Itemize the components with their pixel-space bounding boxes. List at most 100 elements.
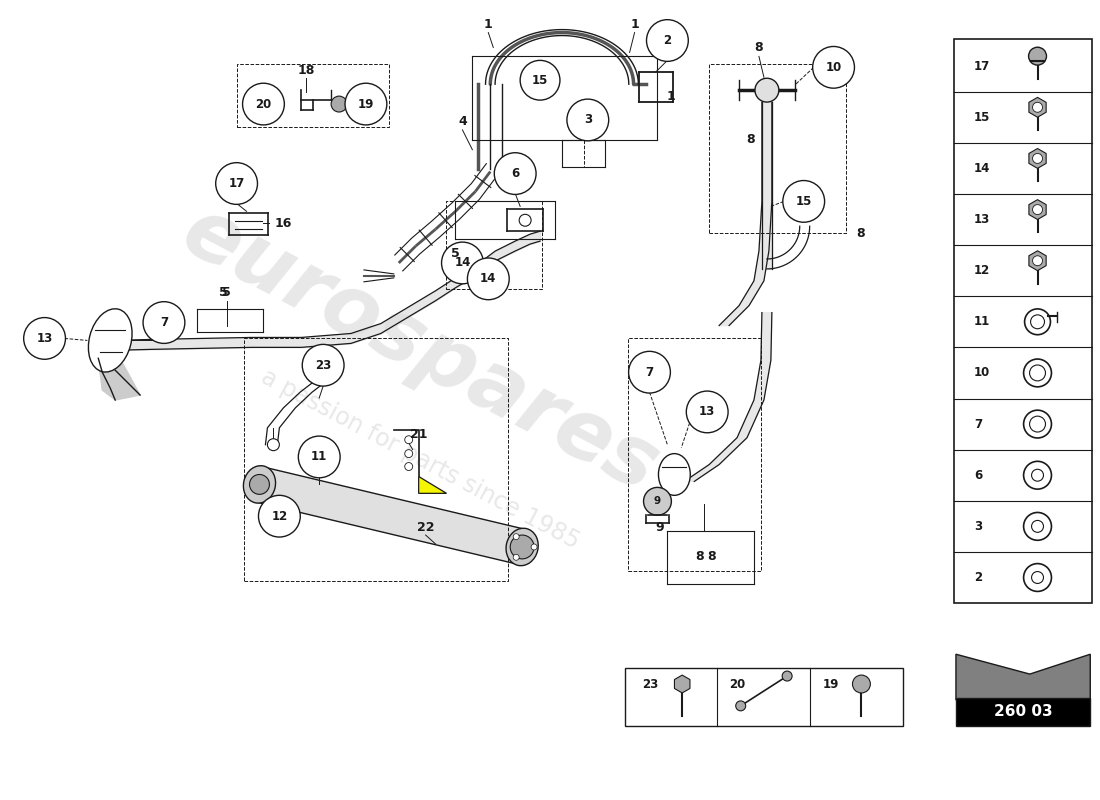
Text: 10: 10 bbox=[974, 366, 990, 379]
Text: 1: 1 bbox=[484, 18, 493, 31]
Polygon shape bbox=[674, 675, 690, 693]
Circle shape bbox=[441, 242, 483, 284]
Circle shape bbox=[494, 153, 536, 194]
Circle shape bbox=[143, 302, 185, 343]
Circle shape bbox=[736, 701, 746, 711]
Circle shape bbox=[298, 436, 340, 478]
Text: 1: 1 bbox=[630, 18, 639, 31]
Text: 22: 22 bbox=[417, 521, 434, 534]
Circle shape bbox=[243, 83, 284, 125]
Circle shape bbox=[1033, 102, 1043, 112]
Text: 13: 13 bbox=[974, 213, 990, 226]
Text: 12: 12 bbox=[272, 510, 287, 522]
Circle shape bbox=[258, 495, 300, 537]
Circle shape bbox=[519, 214, 531, 226]
Text: 19: 19 bbox=[358, 98, 374, 110]
Text: 13: 13 bbox=[36, 332, 53, 345]
Circle shape bbox=[520, 60, 560, 100]
Text: 6: 6 bbox=[512, 167, 519, 180]
Circle shape bbox=[514, 554, 519, 560]
Text: 9: 9 bbox=[656, 521, 663, 534]
Circle shape bbox=[647, 20, 689, 62]
Circle shape bbox=[1024, 410, 1052, 438]
Text: eurospares: eurospares bbox=[169, 191, 672, 510]
Circle shape bbox=[531, 544, 537, 550]
Circle shape bbox=[24, 318, 66, 359]
Text: 5: 5 bbox=[222, 286, 231, 299]
Circle shape bbox=[566, 99, 608, 141]
Circle shape bbox=[644, 487, 671, 515]
Text: 20: 20 bbox=[729, 678, 746, 691]
FancyBboxPatch shape bbox=[625, 668, 903, 726]
Text: 5: 5 bbox=[219, 286, 228, 299]
Text: 5: 5 bbox=[451, 246, 460, 259]
Text: 15: 15 bbox=[795, 195, 812, 208]
Text: 8: 8 bbox=[755, 41, 763, 54]
Circle shape bbox=[250, 474, 270, 494]
Text: 7: 7 bbox=[974, 418, 982, 430]
Polygon shape bbox=[419, 477, 447, 494]
Text: 17: 17 bbox=[229, 177, 244, 190]
Circle shape bbox=[1024, 309, 1050, 334]
Polygon shape bbox=[956, 654, 1090, 700]
Text: 7: 7 bbox=[646, 366, 653, 378]
Text: 20: 20 bbox=[255, 98, 272, 110]
Text: 18: 18 bbox=[297, 64, 315, 77]
Text: 15: 15 bbox=[532, 74, 548, 86]
Circle shape bbox=[405, 450, 412, 458]
Circle shape bbox=[510, 535, 535, 559]
Circle shape bbox=[1024, 359, 1052, 387]
Text: 23: 23 bbox=[315, 358, 331, 372]
Text: 6: 6 bbox=[974, 469, 982, 482]
Circle shape bbox=[1024, 564, 1052, 591]
Circle shape bbox=[468, 258, 509, 300]
Polygon shape bbox=[1028, 149, 1046, 168]
Text: 7: 7 bbox=[160, 316, 168, 329]
Text: 9: 9 bbox=[653, 496, 661, 506]
Text: 16: 16 bbox=[275, 217, 292, 230]
Text: 8: 8 bbox=[856, 226, 865, 240]
Text: 19: 19 bbox=[823, 678, 838, 691]
Text: 8: 8 bbox=[695, 550, 704, 563]
Text: 3: 3 bbox=[584, 114, 592, 126]
Circle shape bbox=[1030, 416, 1045, 432]
Circle shape bbox=[1033, 256, 1043, 266]
Circle shape bbox=[628, 351, 670, 393]
Polygon shape bbox=[1028, 98, 1046, 118]
Circle shape bbox=[267, 438, 279, 450]
Text: 8: 8 bbox=[707, 550, 715, 563]
Text: 260 03: 260 03 bbox=[993, 704, 1053, 719]
Text: 17: 17 bbox=[974, 59, 990, 73]
Circle shape bbox=[783, 181, 825, 222]
Circle shape bbox=[1030, 365, 1045, 381]
Circle shape bbox=[302, 344, 344, 386]
Circle shape bbox=[1033, 205, 1043, 214]
Circle shape bbox=[216, 162, 257, 204]
Circle shape bbox=[755, 78, 779, 102]
Text: 2: 2 bbox=[974, 571, 982, 584]
Circle shape bbox=[514, 534, 519, 540]
Circle shape bbox=[405, 436, 412, 444]
FancyBboxPatch shape bbox=[956, 698, 1090, 726]
Circle shape bbox=[782, 671, 792, 681]
Ellipse shape bbox=[659, 454, 691, 495]
Ellipse shape bbox=[506, 528, 538, 566]
Text: 2: 2 bbox=[663, 34, 671, 47]
Circle shape bbox=[813, 46, 855, 88]
Circle shape bbox=[345, 83, 387, 125]
Text: 1: 1 bbox=[667, 90, 675, 102]
Circle shape bbox=[686, 391, 728, 433]
Text: 14: 14 bbox=[480, 272, 496, 286]
Text: a passion for parts since 1985: a passion for parts since 1985 bbox=[257, 365, 584, 554]
Text: 11: 11 bbox=[311, 450, 328, 463]
Polygon shape bbox=[684, 313, 772, 482]
Circle shape bbox=[331, 96, 346, 112]
Circle shape bbox=[1024, 462, 1052, 489]
Circle shape bbox=[1032, 571, 1044, 583]
Text: 8: 8 bbox=[747, 134, 756, 146]
Text: 3: 3 bbox=[974, 520, 982, 533]
Circle shape bbox=[1032, 521, 1044, 532]
Text: 12: 12 bbox=[974, 264, 990, 277]
Text: 11: 11 bbox=[974, 315, 990, 328]
Circle shape bbox=[1033, 154, 1043, 163]
